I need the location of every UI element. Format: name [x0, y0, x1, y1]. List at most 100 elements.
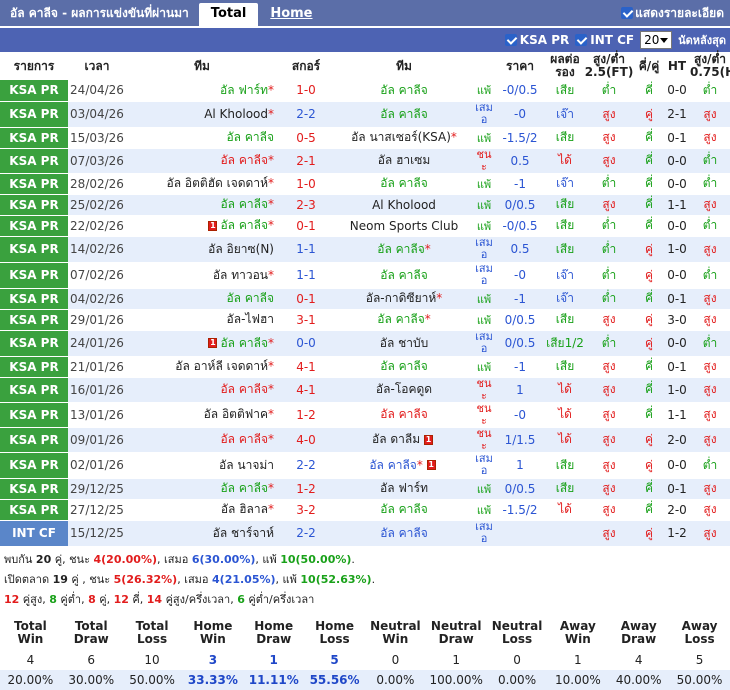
- score-cell[interactable]: 3-1: [278, 309, 334, 331]
- home-team-cell[interactable]: อัล คาลีจ*: [126, 478, 278, 500]
- score-cell[interactable]: 1-2: [278, 478, 334, 500]
- away-team-cell[interactable]: อัล คาลีจ*: [334, 236, 474, 263]
- away-team-cell[interactable]: อัล คาลีจ* 1: [334, 452, 474, 479]
- table-row[interactable]: KSA PR 09/01/26 อัล คาลีจ* 4-0 อัล ดาลีม 1 ชน…: [0, 427, 730, 453]
- score-cell[interactable]: 2-2: [278, 452, 334, 479]
- league-cell[interactable]: KSA PR: [0, 356, 68, 378]
- table-row[interactable]: KSA PR 13/01/26 อัล อิตติฟาค* 1-2 อัล คาลีจช…: [0, 402, 730, 428]
- league-cell[interactable]: KSA PR: [0, 402, 68, 428]
- score-cell[interactable]: 4-0: [278, 427, 334, 453]
- home-team-cell[interactable]: อัล คาลีจ*: [126, 377, 278, 403]
- table-row[interactable]: KSA PR 25/02/26 อัล คาลีจ* 2-3 Al Kholood แพ้…: [0, 194, 730, 216]
- away-team-cell[interactable]: Al Kholood: [334, 194, 474, 216]
- away-team-cell[interactable]: อัล คาลีจ: [334, 80, 474, 102]
- score-cell[interactable]: 1-0: [278, 80, 334, 102]
- away-team-cell[interactable]: อัล ฮาเซม: [334, 148, 474, 174]
- table-row[interactable]: KSA PR 28/02/26 อัล อิตติฮัด เจดดาห์* 1-0 อั…: [0, 173, 730, 195]
- league-cell[interactable]: KSA PR: [0, 80, 68, 102]
- home-team-cell[interactable]: 1 อัล คาลีจ*: [126, 215, 278, 237]
- score-cell[interactable]: 1-0: [278, 173, 334, 195]
- table-row[interactable]: KSA PR 27/12/25 อัล ฮิลาล* 3-2 อัล คาลีจ แพ้ -…: [0, 499, 730, 521]
- score-cell[interactable]: 1-1: [278, 236, 334, 263]
- table-row[interactable]: KSA PR 04/02/26 อัล คาลีจ 0-1 อัล-กาดิซียาห์…: [0, 288, 730, 310]
- league-cell[interactable]: KSA PR: [0, 452, 68, 479]
- table-row[interactable]: KSA PR 07/02/26 อัล ทาวอน* 1-1 อัล คาลีจ เสมอ…: [0, 262, 730, 289]
- away-team-cell[interactable]: อัล คาลีจ: [334, 262, 474, 289]
- score-cell[interactable]: 2-1: [278, 148, 334, 174]
- match-count-select[interactable]: 20: [640, 31, 673, 49]
- home-team-cell[interactable]: อัล ทาวอน*: [126, 262, 278, 289]
- score-cell[interactable]: 0-1: [278, 215, 334, 237]
- away-team-cell[interactable]: อัล คาลีจ: [334, 101, 474, 128]
- home-team-cell[interactable]: Al Kholood*: [126, 101, 278, 128]
- int-checkbox-icon[interactable]: [575, 34, 588, 46]
- table-row[interactable]: KSA PR 15/03/26 อัล คาลีจ 0-5 อัล นาสเซอร์(K…: [0, 127, 730, 149]
- league-cell[interactable]: KSA PR: [0, 262, 68, 289]
- show-detail-toggle[interactable]: แสดงรายละเอียด: [621, 0, 724, 26]
- table-row[interactable]: KSA PR 21/01/26 อัล อาห์ลี เจดดาห์* 4-1 อัล …: [0, 356, 730, 378]
- score-cell[interactable]: 0-5: [278, 127, 334, 149]
- table-row[interactable]: KSA PR 22/02/26 1 อัล คาลีจ* 0-1 Neom Sports …: [0, 215, 730, 237]
- league-cell[interactable]: KSA PR: [0, 377, 68, 403]
- home-team-cell[interactable]: อัล อิตติฮัด เจดดาห์*: [126, 173, 278, 195]
- home-team-cell[interactable]: อัล ฟาร์ท*: [126, 80, 278, 102]
- table-row[interactable]: KSA PR 14/02/26 อัล อิยาซ(N) 1-1 อัล คาลีจ* เ…: [0, 236, 730, 263]
- table-row[interactable]: KSA PR 29/01/26 อัล-ไฟฮา 3-1 อัล คาลีจ* แพ้ 0/…: [0, 309, 730, 331]
- table-row[interactable]: KSA PR 03/04/26 Al Kholood* 2-2 อัล คาลีจ เสม…: [0, 101, 730, 128]
- score-cell[interactable]: 1-2: [278, 402, 334, 428]
- score-cell[interactable]: 2-3: [278, 194, 334, 216]
- away-team-cell[interactable]: อัล คาลีจ: [334, 173, 474, 195]
- away-team-cell[interactable]: อัล นาสเซอร์(KSA)*: [334, 127, 474, 149]
- table-row[interactable]: INT CF 15/12/25 อัล ชาร์จาห์ 2-2 อัล คาลีจ เส…: [0, 520, 730, 547]
- table-row[interactable]: KSA PR 07/03/26 อัล คาลีจ* 2-1 อัล ฮาเซม ชนะ 0…: [0, 148, 730, 174]
- league-cell[interactable]: KSA PR: [0, 427, 68, 453]
- away-team-cell[interactable]: อัล ชาบับ: [334, 330, 474, 357]
- league-cell[interactable]: KSA PR: [0, 309, 68, 331]
- home-team-cell[interactable]: 1 อัล คาลีจ*: [126, 330, 278, 357]
- away-team-cell[interactable]: อัล คาลีจ: [334, 499, 474, 521]
- away-team-cell[interactable]: อัล ดาลีม 1: [334, 427, 474, 453]
- home-team-cell[interactable]: อัล คาลีจ: [126, 127, 278, 149]
- home-team-cell[interactable]: อัล นาจม่า: [126, 452, 278, 479]
- league-cell[interactable]: KSA PR: [0, 148, 68, 174]
- tab-total[interactable]: Total: [198, 3, 259, 26]
- score-cell[interactable]: 4-1: [278, 356, 334, 378]
- league-cell[interactable]: KSA PR: [0, 194, 68, 216]
- table-row[interactable]: KSA PR 24/01/26 1 อัล คาลีจ* 0-0 อัล ชาบับ เสม…: [0, 330, 730, 357]
- away-team-cell[interactable]: อัล คาลีจ: [334, 520, 474, 547]
- home-team-cell[interactable]: อัล คาลีจ*: [126, 194, 278, 216]
- score-cell[interactable]: 2-2: [278, 520, 334, 547]
- score-cell[interactable]: 2-2: [278, 101, 334, 128]
- home-team-cell[interactable]: อัล อิยาซ(N): [126, 236, 278, 263]
- ksa-checkbox-icon[interactable]: [504, 34, 517, 46]
- score-cell[interactable]: 1-1: [278, 262, 334, 289]
- league-cell[interactable]: KSA PR: [0, 236, 68, 263]
- league-cell[interactable]: KSA PR: [0, 478, 68, 500]
- home-team-cell[interactable]: อัล อาห์ลี เจดดาห์*: [126, 356, 278, 378]
- away-team-cell[interactable]: อัล-กาดิซียาห์*: [334, 288, 474, 310]
- home-team-cell[interactable]: อัล คาลีจ: [126, 288, 278, 310]
- league-cell[interactable]: KSA PR: [0, 499, 68, 521]
- league-cell[interactable]: KSA PR: [0, 330, 68, 357]
- table-row[interactable]: KSA PR 29/12/25 อัล คาลีจ* 1-2 อัล ฟาร์ท แพ้ 0…: [0, 478, 730, 500]
- league-cell[interactable]: KSA PR: [0, 101, 68, 128]
- home-team-cell[interactable]: อัล ชาร์จาห์: [126, 520, 278, 547]
- league-cell[interactable]: KSA PR: [0, 127, 68, 149]
- away-team-cell[interactable]: อัล คาลีจ: [334, 356, 474, 378]
- league-cell[interactable]: INT CF: [0, 520, 68, 547]
- away-team-cell[interactable]: อัล คาลีจ*: [334, 309, 474, 331]
- score-cell[interactable]: 4-1: [278, 377, 334, 403]
- show-detail-checkbox-icon[interactable]: [621, 7, 634, 19]
- away-team-cell[interactable]: อัล ฟาร์ท: [334, 478, 474, 500]
- away-team-cell[interactable]: อัล-โอคดูด: [334, 377, 474, 403]
- league-cell[interactable]: KSA PR: [0, 173, 68, 195]
- table-row[interactable]: KSA PR 16/01/26 อัล คาลีจ* 4-1 อัล-โอคดูด ชนะ…: [0, 377, 730, 403]
- home-team-cell[interactable]: อัล อิตติฟาค*: [126, 402, 278, 428]
- away-team-cell[interactable]: อัล คาลีจ: [334, 402, 474, 428]
- home-team-cell[interactable]: อัล คาลีจ*: [126, 427, 278, 453]
- score-cell[interactable]: 0-0: [278, 330, 334, 357]
- table-row[interactable]: KSA PR 24/04/26 อัล ฟาร์ท* 1-0 อัล คาลีจ แพ้ -…: [0, 80, 730, 102]
- league-cell[interactable]: KSA PR: [0, 215, 68, 237]
- filter-ksa-pr[interactable]: KSA PR: [504, 33, 569, 47]
